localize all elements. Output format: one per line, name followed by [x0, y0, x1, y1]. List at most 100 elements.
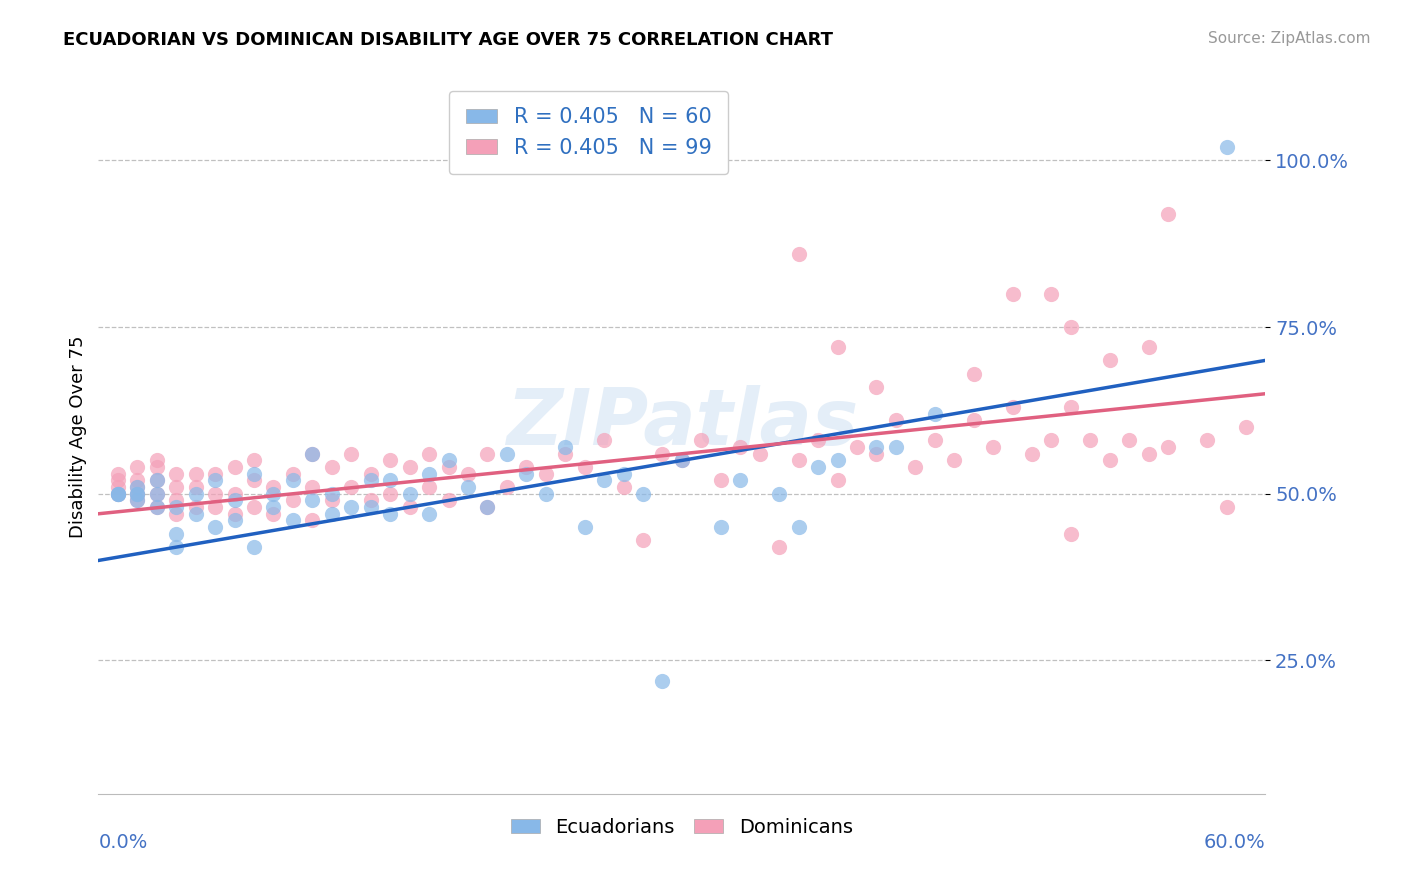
Point	[1080, 434, 1102, 448]
Point	[884, 413, 907, 427]
Point	[301, 480, 323, 494]
Point	[243, 540, 266, 554]
Point	[1215, 140, 1237, 154]
Point	[943, 453, 966, 467]
Point	[380, 487, 402, 501]
Point	[204, 520, 226, 534]
Point	[787, 453, 810, 467]
Point	[398, 487, 420, 501]
Point	[165, 540, 187, 554]
Point	[146, 474, 169, 488]
Point	[184, 467, 207, 481]
Point	[515, 460, 537, 475]
Point	[281, 467, 304, 481]
Point	[1021, 447, 1043, 461]
Point	[146, 453, 169, 467]
Point	[243, 467, 266, 481]
Point	[165, 467, 187, 481]
Point	[418, 447, 440, 461]
Point	[107, 487, 129, 501]
Point	[224, 487, 246, 501]
Point	[710, 474, 733, 488]
Point	[243, 453, 266, 467]
Legend: Ecuadorians, Dominicans: Ecuadorians, Dominicans	[503, 810, 860, 845]
Point	[165, 480, 187, 494]
Point	[301, 493, 323, 508]
Point	[146, 500, 169, 515]
Point	[748, 447, 770, 461]
Point	[224, 513, 246, 527]
Point	[1195, 434, 1218, 448]
Text: 60.0%: 60.0%	[1204, 833, 1265, 852]
Point	[1098, 353, 1121, 368]
Point	[1234, 420, 1257, 434]
Point	[651, 673, 673, 688]
Point	[281, 513, 304, 527]
Point	[477, 447, 499, 461]
Point	[807, 460, 830, 475]
Point	[418, 467, 440, 481]
Point	[1060, 400, 1083, 414]
Point	[380, 474, 402, 488]
Point	[457, 480, 479, 494]
Point	[437, 493, 460, 508]
Text: ECUADORIAN VS DOMINICAN DISABILITY AGE OVER 75 CORRELATION CHART: ECUADORIAN VS DOMINICAN DISABILITY AGE O…	[63, 31, 834, 49]
Point	[651, 447, 673, 461]
Point	[865, 380, 887, 394]
Point	[437, 460, 460, 475]
Point	[146, 500, 169, 515]
Point	[184, 507, 207, 521]
Point	[730, 440, 752, 454]
Point	[146, 460, 169, 475]
Point	[1157, 440, 1180, 454]
Point	[224, 460, 246, 475]
Point	[146, 487, 169, 501]
Point	[224, 507, 246, 521]
Point	[184, 480, 207, 494]
Point	[360, 493, 382, 508]
Point	[380, 453, 402, 467]
Point	[184, 487, 207, 501]
Text: Source: ZipAtlas.com: Source: ZipAtlas.com	[1208, 31, 1371, 46]
Point	[593, 474, 616, 488]
Y-axis label: Disability Age Over 75: Disability Age Over 75	[69, 335, 87, 539]
Point	[204, 500, 226, 515]
Point	[865, 440, 887, 454]
Point	[690, 434, 713, 448]
Point	[846, 440, 869, 454]
Point	[827, 453, 849, 467]
Point	[107, 467, 129, 481]
Point	[515, 467, 537, 481]
Point	[710, 520, 733, 534]
Point	[127, 460, 149, 475]
Point	[613, 480, 636, 494]
Point	[107, 487, 129, 501]
Point	[865, 447, 887, 461]
Point	[477, 500, 499, 515]
Point	[962, 413, 984, 427]
Point	[281, 474, 304, 488]
Point	[1157, 207, 1180, 221]
Point	[243, 474, 266, 488]
Point	[224, 493, 246, 508]
Point	[807, 434, 830, 448]
Point	[477, 500, 499, 515]
Point	[1137, 447, 1160, 461]
Point	[127, 487, 149, 501]
Point	[730, 474, 752, 488]
Point	[321, 493, 343, 508]
Point	[1060, 320, 1083, 334]
Point	[1040, 434, 1063, 448]
Point	[924, 407, 946, 421]
Point	[787, 246, 810, 260]
Point	[768, 540, 790, 554]
Point	[127, 487, 149, 501]
Point	[457, 467, 479, 481]
Point	[554, 447, 576, 461]
Point	[301, 513, 323, 527]
Point	[924, 434, 946, 448]
Point	[574, 520, 596, 534]
Point	[165, 500, 187, 515]
Point	[418, 480, 440, 494]
Point	[340, 447, 363, 461]
